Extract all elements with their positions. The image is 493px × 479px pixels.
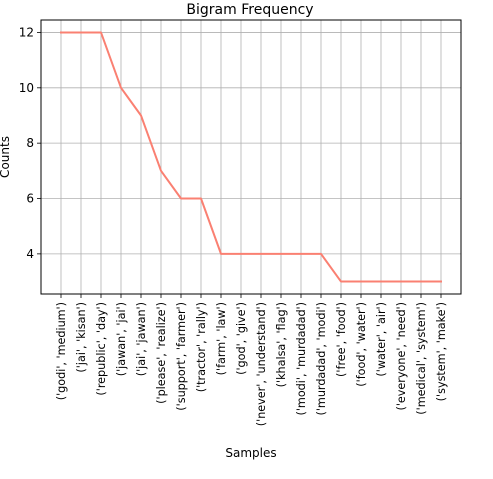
x-axis-ticks: ('godi', 'medium') ('jai', 'kisan') ('repu…: [55, 294, 448, 426]
y-tick-label: 4: [26, 247, 34, 261]
x-tick-label: ('khalsa', 'flag'): [275, 302, 288, 387]
x-tick-label: ('jai', 'kisan'): [75, 302, 88, 373]
x-tick-label: ('republic', 'day'): [95, 302, 108, 396]
x-tick-label: ('never', 'understand'): [255, 302, 268, 426]
x-tick-label: ('murdadad', 'modi'): [315, 302, 328, 416]
x-tick-label: ('modi', 'murdadad'): [295, 302, 308, 416]
x-axis-label: Samples: [225, 446, 276, 460]
x-tick-label: ('support', 'farmer'): [175, 302, 188, 411]
x-tick-label: ('water', 'air'): [375, 302, 388, 377]
x-tick-label: ('farm', 'law'): [215, 302, 228, 375]
axes-frame: [40, 19, 462, 295]
x-tick-label: ('jawan', 'jai'): [115, 302, 128, 376]
x-tick-label: ('medical', 'system'): [415, 302, 428, 415]
series-line: [60, 31, 442, 283]
y-tick-label: 6: [26, 192, 34, 206]
y-tick-label: 12: [19, 25, 34, 39]
y-tick-label: 8: [26, 136, 34, 150]
x-tick-label: ('jai', 'jawan'): [135, 302, 148, 376]
x-tick-label: ('tractor', 'rally'): [195, 302, 208, 392]
grid-layer: [41, 20, 461, 294]
x-tick-label: ('everyone', 'need'): [395, 302, 408, 411]
y-axis-ticks: 4 6 8 10 12: [19, 25, 41, 261]
x-tick-label: ('please', 'realize'): [155, 302, 168, 404]
chart-title: Bigram Frequency: [186, 2, 313, 18]
x-tick-label: ('god', 'give'): [235, 302, 248, 375]
y-tick-label: 10: [19, 81, 34, 95]
x-tick-label: ('godi', 'medium'): [55, 302, 68, 400]
x-tick-label: ('system', 'make'): [435, 302, 448, 401]
x-tick-label: ('free', 'food'): [335, 302, 348, 377]
y-axis-label: Counts: [0, 136, 12, 178]
x-tick-label: ('food', 'water'): [355, 302, 368, 387]
series-layer: [60, 31, 442, 283]
